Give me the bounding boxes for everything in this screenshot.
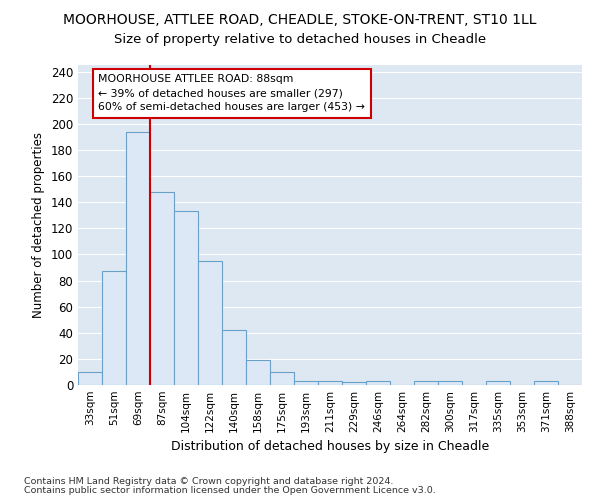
- Bar: [318, 381, 342, 385]
- Bar: [366, 381, 390, 385]
- Bar: [102, 272, 126, 385]
- Bar: [414, 381, 438, 385]
- Bar: [174, 212, 198, 385]
- Text: MOORHOUSE ATTLEE ROAD: 88sqm
← 39% of detached houses are smaller (297)
60% of s: MOORHOUSE ATTLEE ROAD: 88sqm ← 39% of de…: [98, 74, 365, 112]
- Bar: [438, 381, 462, 385]
- Bar: [222, 330, 246, 385]
- Bar: [126, 132, 150, 385]
- Text: Contains public sector information licensed under the Open Government Licence v3: Contains public sector information licen…: [24, 486, 436, 495]
- Text: Size of property relative to detached houses in Cheadle: Size of property relative to detached ho…: [114, 32, 486, 46]
- Bar: [78, 372, 102, 385]
- Bar: [150, 192, 174, 385]
- X-axis label: Distribution of detached houses by size in Cheadle: Distribution of detached houses by size …: [171, 440, 489, 454]
- Bar: [342, 382, 366, 385]
- Bar: [534, 381, 558, 385]
- Bar: [270, 372, 294, 385]
- Y-axis label: Number of detached properties: Number of detached properties: [32, 132, 45, 318]
- Text: MOORHOUSE, ATTLEE ROAD, CHEADLE, STOKE-ON-TRENT, ST10 1LL: MOORHOUSE, ATTLEE ROAD, CHEADLE, STOKE-O…: [63, 12, 537, 26]
- Bar: [486, 381, 510, 385]
- Bar: [198, 261, 222, 385]
- Text: Contains HM Land Registry data © Crown copyright and database right 2024.: Contains HM Land Registry data © Crown c…: [24, 477, 394, 486]
- Bar: [246, 360, 270, 385]
- Bar: [294, 381, 318, 385]
